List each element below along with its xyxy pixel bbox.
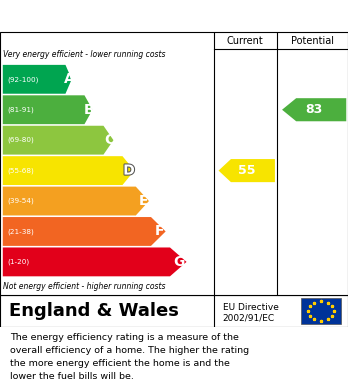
Text: 83: 83: [306, 103, 323, 116]
Text: A: A: [64, 72, 74, 86]
Bar: [301, 298, 341, 325]
Text: Current: Current: [227, 36, 264, 45]
Polygon shape: [3, 217, 166, 246]
Text: Potential: Potential: [291, 36, 334, 45]
Polygon shape: [3, 156, 134, 185]
Polygon shape: [3, 187, 149, 215]
Polygon shape: [3, 95, 93, 124]
Text: C: C: [104, 133, 114, 147]
Polygon shape: [219, 159, 275, 182]
Text: EU Directive: EU Directive: [223, 303, 279, 312]
Polygon shape: [282, 98, 346, 121]
Polygon shape: [3, 248, 187, 276]
Text: 2002/91/EC: 2002/91/EC: [223, 314, 275, 323]
Text: Very energy efficient - lower running costs: Very energy efficient - lower running co…: [3, 50, 166, 59]
Text: The energy efficiency rating is a measure of the
overall efficiency of a home. T: The energy efficiency rating is a measur…: [10, 334, 250, 381]
Text: D: D: [123, 163, 135, 178]
Text: G: G: [173, 255, 185, 269]
Text: (81-91): (81-91): [7, 106, 34, 113]
Text: F: F: [154, 224, 164, 239]
Text: (92-100): (92-100): [7, 76, 38, 83]
Text: (55-68): (55-68): [7, 167, 34, 174]
Text: 55: 55: [238, 164, 255, 177]
Text: Energy Efficiency Rating: Energy Efficiency Rating: [7, 9, 217, 23]
Text: (69-80): (69-80): [7, 137, 34, 143]
Text: (1-20): (1-20): [7, 259, 29, 265]
Text: (21-38): (21-38): [7, 228, 34, 235]
Polygon shape: [3, 126, 113, 154]
Polygon shape: [3, 65, 72, 94]
Text: (39-54): (39-54): [7, 198, 34, 204]
Text: Not energy efficient - higher running costs: Not energy efficient - higher running co…: [3, 282, 166, 291]
Text: E: E: [138, 194, 148, 208]
Text: B: B: [84, 103, 94, 117]
Text: England & Wales: England & Wales: [9, 302, 179, 320]
